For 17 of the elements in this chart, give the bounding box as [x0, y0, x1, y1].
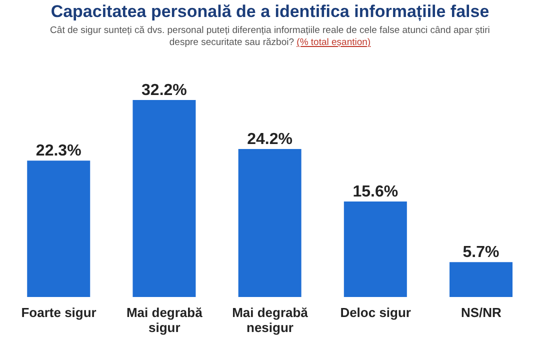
bar: [132, 100, 196, 297]
x-tick-label: Deloc sigur: [340, 305, 411, 320]
x-tick-label: NS/NR: [460, 305, 502, 320]
data-label: 15.6%: [352, 184, 398, 201]
data-label: 32.2%: [142, 82, 187, 99]
text: (% total eșantion): [296, 37, 371, 48]
bar: [344, 202, 407, 297]
bar: [450, 262, 513, 297]
x-tick-label: Mai degrabă sigur: [126, 305, 204, 335]
x-tick-label: Foarte sigur: [21, 305, 96, 320]
data-label: 24.2%: [247, 130, 293, 148]
chart-title: Capacitatea personală de a identifica informațiile false: [50, 2, 490, 22]
data-label: 5.7%: [462, 244, 500, 262]
bar: [238, 148, 302, 297]
data-label: 22.3%: [36, 142, 82, 160]
bar: [27, 160, 90, 297]
x-tick-label: Mai degrabă nesigur: [232, 305, 309, 335]
